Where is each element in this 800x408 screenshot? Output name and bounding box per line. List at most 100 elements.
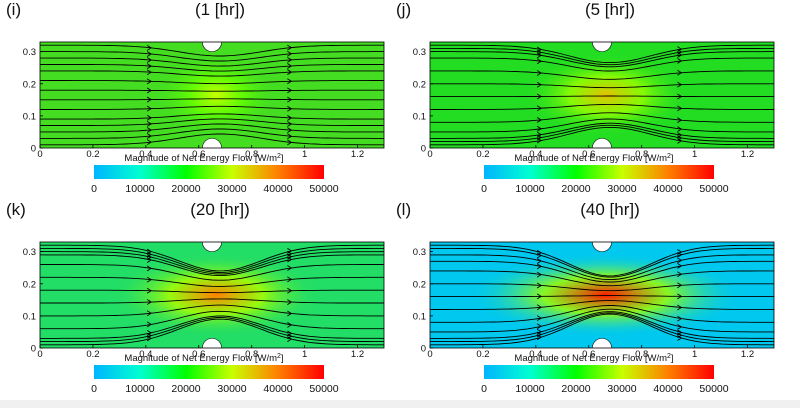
colorbar-tick-label: 0 xyxy=(481,183,487,195)
streamline-arrow xyxy=(677,263,683,269)
streamline-arrow xyxy=(287,115,293,121)
streamline-arrow xyxy=(677,58,683,64)
streamline-arrow xyxy=(146,87,152,94)
colorbar xyxy=(94,365,324,379)
streamline-arrow xyxy=(287,139,293,146)
streamline-arrow xyxy=(146,96,152,103)
x-tick-label: 0 xyxy=(427,349,432,360)
streamline-arrow xyxy=(146,321,152,328)
streamline-arrow xyxy=(146,51,152,57)
streamline xyxy=(40,105,384,110)
streamline xyxy=(430,70,774,80)
colorbar-tick-label: 40000 xyxy=(263,383,292,395)
colorbar-tick-label: 30000 xyxy=(607,383,636,395)
streamline-arrow xyxy=(287,121,293,127)
colorbar-tick-label: 20000 xyxy=(561,383,590,395)
streamline-arrow xyxy=(287,50,293,57)
obstacle-top xyxy=(202,242,222,252)
streamline xyxy=(430,47,774,66)
x-tick-label: 1 xyxy=(692,349,697,360)
x-tick-label: 0.8 xyxy=(245,349,258,360)
y-tick-label: 0.3 xyxy=(413,47,426,58)
streamline xyxy=(40,57,384,67)
panel-title: (1 [hr]) xyxy=(194,0,246,19)
streamline-arrow xyxy=(287,96,293,103)
streamline-arrow xyxy=(677,315,683,322)
streamline-arrow xyxy=(536,323,542,330)
streamline xyxy=(40,113,384,120)
streamline-arrow xyxy=(677,335,683,341)
colorbar-tick-label: 50000 xyxy=(699,183,728,195)
x-tick-label: 0 xyxy=(37,149,42,160)
x-tick-label: 1.2 xyxy=(741,349,754,360)
streamline-arrow xyxy=(536,105,542,112)
streamline-arrow xyxy=(287,330,293,337)
colorbar-tick-label: 0 xyxy=(91,183,97,195)
streamline-arrow xyxy=(536,328,542,335)
plot-frame xyxy=(39,41,385,149)
streamline xyxy=(40,254,384,277)
y-tick-label: 0.1 xyxy=(413,311,426,322)
streamline-arrow xyxy=(677,126,683,132)
y-tick-label: 0.3 xyxy=(413,247,426,258)
hotspot xyxy=(522,53,690,137)
panel-title: (40 [hr]) xyxy=(580,200,640,219)
streamline-arrow xyxy=(677,271,683,278)
streamline-arrow xyxy=(287,321,293,328)
streamline-arrow xyxy=(146,133,152,139)
streamline xyxy=(40,318,384,346)
plot-frame xyxy=(429,41,775,149)
streamline xyxy=(40,315,384,339)
streamline-arrow xyxy=(536,252,542,259)
streamline-arrow xyxy=(287,105,293,112)
streamline-arrow xyxy=(677,117,683,124)
streamline xyxy=(40,247,384,273)
streamline-arrow xyxy=(677,293,683,300)
streamline xyxy=(430,270,774,287)
colorbar-tick-label: 40000 xyxy=(653,383,682,395)
hotspot xyxy=(154,53,278,137)
x-tick-label: 0.2 xyxy=(476,149,489,160)
streamline-arrow xyxy=(287,133,293,140)
x-tick-label: 0 xyxy=(427,149,432,160)
streamline xyxy=(40,276,384,287)
colorbar-tick-label: 0 xyxy=(91,383,97,395)
streamline xyxy=(430,244,774,277)
streamline xyxy=(430,283,774,292)
x-tick-label: 0.6 xyxy=(192,149,205,160)
streamline xyxy=(430,118,774,133)
streamline xyxy=(430,254,774,281)
streamline-arrow xyxy=(536,315,542,322)
streamline-arrow xyxy=(287,87,293,94)
streamline-arrow xyxy=(677,46,683,52)
streamline-arrow xyxy=(146,57,152,63)
panel-letter: (k) xyxy=(6,200,26,219)
colorbar-tick-label: 0 xyxy=(481,383,487,395)
colorbar-tick-label: 10000 xyxy=(515,183,544,195)
colorbar-tick-label: 20000 xyxy=(171,383,200,395)
x-tick-label: 0.8 xyxy=(635,149,648,160)
streamline xyxy=(430,95,774,98)
streamline-arrow xyxy=(287,265,293,271)
colorbar-tick-label: 20000 xyxy=(171,183,200,195)
panel-0: (i) (1 [hr]) 0 0.2 0.4 0.6 0.8 1 1.2 0 0.1 0.2 0.3 Ma… xyxy=(0,0,400,200)
streamline xyxy=(430,308,774,333)
streamline-arrow xyxy=(536,58,542,65)
colorbar-tick-label: 40000 xyxy=(653,183,682,195)
x-tick-label: 0 xyxy=(37,349,42,360)
colorbar-tick-label: 50000 xyxy=(309,383,338,395)
x-tick-label: 1.2 xyxy=(351,149,364,160)
colorbar xyxy=(484,165,714,179)
streamline xyxy=(40,304,384,317)
streamline xyxy=(40,133,384,146)
colorbar-tick-label: 50000 xyxy=(699,383,728,395)
streamline xyxy=(430,311,774,339)
colorbar-label: Magnitude of Net Energy Flow [W/m2] xyxy=(124,153,283,164)
streamline-arrow xyxy=(287,310,293,317)
y-tick-label: 0 xyxy=(421,144,426,155)
streamline xyxy=(430,57,774,72)
streamline xyxy=(40,64,384,72)
streamline-arrow xyxy=(146,287,152,294)
streamline xyxy=(40,264,384,281)
x-tick-label: 0.8 xyxy=(635,349,648,360)
